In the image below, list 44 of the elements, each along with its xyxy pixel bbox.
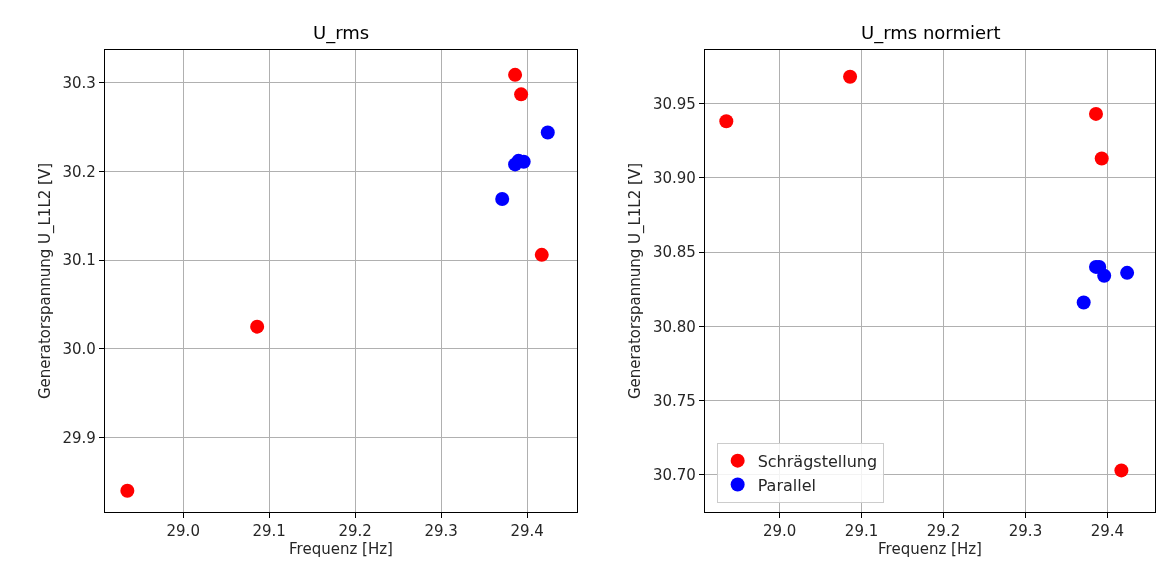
y-tick-label: 30.3 xyxy=(62,74,96,93)
y-tick-label: 30.85 xyxy=(652,243,696,262)
point xyxy=(120,483,135,498)
x-tick-label: 29.1 xyxy=(252,522,286,541)
x-tick-label: 29.1 xyxy=(844,522,879,541)
x-tick-label: 29.2 xyxy=(926,522,961,541)
y-tick-label: 30.75 xyxy=(652,391,696,410)
point xyxy=(1094,151,1109,166)
y-tick-label: 30.70 xyxy=(652,466,696,485)
point xyxy=(1097,268,1112,283)
legend-label: Schrägstellung xyxy=(757,451,878,471)
y-tick-label: 30.90 xyxy=(652,169,696,188)
y-tick-label: 30.95 xyxy=(652,94,696,113)
point xyxy=(843,69,858,84)
x-tick-label: 29.4 xyxy=(510,522,544,541)
legend-label: Parallel xyxy=(757,475,816,495)
y-tick-label: 30.2 xyxy=(62,162,96,181)
x-axis-title: Frequenz [Hz] xyxy=(289,540,393,559)
chart-title: U_rms xyxy=(313,22,370,44)
y-axis-title: Generatorspannung U_L1L2 [V] xyxy=(626,162,646,400)
point xyxy=(540,125,555,140)
point xyxy=(250,319,265,334)
x-tick-label: 29.4 xyxy=(1090,522,1125,541)
y-tick-label: 30.0 xyxy=(62,340,96,359)
point xyxy=(1076,295,1091,310)
point xyxy=(508,67,523,82)
point xyxy=(514,87,529,102)
x-tick-label: 29.2 xyxy=(338,522,372,541)
chart-title: U_rms normiert xyxy=(861,22,1001,44)
x-tick-label: 29.0 xyxy=(166,522,200,541)
x-tick-label: 29.3 xyxy=(1008,522,1043,541)
point xyxy=(534,247,549,262)
x-tick-label: 29.3 xyxy=(424,522,458,541)
y-tick-label: 30.1 xyxy=(62,251,96,270)
point xyxy=(495,191,510,206)
y-tick-label: 29.9 xyxy=(62,428,96,447)
y-axis-title: Generatorspannung U_L1L2 [V] xyxy=(35,162,55,400)
x-axis-title: Frequenz [Hz] xyxy=(878,540,982,559)
point xyxy=(1120,265,1135,280)
y-tick-label: 30.80 xyxy=(652,317,696,336)
x-tick-label: 29.0 xyxy=(762,522,797,541)
point xyxy=(1088,106,1103,121)
point xyxy=(719,114,734,129)
point xyxy=(1114,463,1129,478)
